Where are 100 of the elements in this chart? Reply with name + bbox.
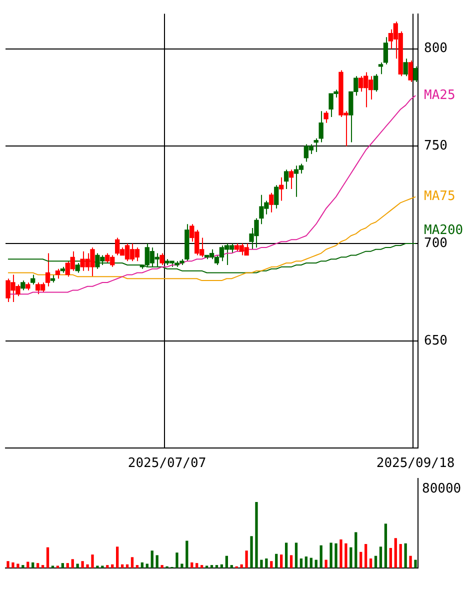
candlestick: [373, 74, 378, 92]
series-label: MA25: [424, 88, 456, 103]
bar: [76, 564, 79, 568]
bar: [245, 550, 248, 568]
bar: [275, 554, 278, 568]
bar: [66, 563, 69, 568]
bar: [350, 547, 352, 568]
candlestick: [20, 280, 26, 291]
bar: [310, 558, 312, 568]
candlestick: [413, 66, 418, 82]
bar: [364, 544, 368, 568]
bar: [180, 564, 184, 568]
bar: [71, 559, 74, 568]
bar: [374, 556, 378, 568]
bar: [409, 556, 412, 568]
candlestick: [408, 60, 413, 82]
bar: [290, 555, 293, 568]
bar: [106, 565, 109, 568]
bar: [225, 556, 228, 568]
candlestick: [274, 184, 279, 210]
bar: [389, 548, 392, 568]
bar: [160, 565, 164, 568]
bar: [200, 565, 204, 568]
bar: [324, 560, 328, 568]
bar: [136, 565, 139, 568]
bar: [300, 558, 303, 568]
bar: [215, 565, 218, 568]
bar: [196, 563, 198, 568]
y-tick-label: 700: [424, 236, 448, 251]
bar: [16, 564, 20, 568]
candlestick: [269, 192, 274, 213]
candlestick: [160, 252, 164, 266]
bar: [414, 560, 417, 568]
bar: [354, 532, 358, 568]
bar: [130, 557, 134, 568]
bar: [61, 563, 64, 568]
bar: [116, 546, 119, 568]
candlestick: [284, 169, 289, 190]
bar: [284, 542, 288, 568]
bar: [320, 545, 322, 568]
bar: [334, 543, 338, 568]
bar: [230, 565, 233, 568]
bar: [294, 542, 298, 568]
bar: [156, 555, 158, 568]
bar: [344, 543, 348, 568]
bar: [240, 564, 243, 568]
series-label: MA75: [424, 189, 456, 204]
candlestick: [30, 274, 36, 285]
text: 80000: [422, 481, 462, 496]
bar: [220, 564, 224, 568]
bar: [260, 560, 263, 568]
y-tick-label: 750: [424, 138, 448, 154]
x-tick-label: 2025/09/18: [376, 456, 455, 472]
series-label: MA200: [424, 222, 464, 238]
candlestick: [403, 58, 408, 77]
bar: [360, 552, 362, 568]
bar: [255, 502, 258, 568]
bar: [304, 556, 308, 568]
bar: [394, 538, 397, 568]
bar: [379, 546, 382, 568]
bar: [146, 564, 148, 568]
bar: [126, 564, 129, 568]
candlestick: [318, 110, 324, 143]
bar: [41, 565, 44, 568]
bar: [36, 563, 40, 568]
bar: [330, 542, 332, 568]
bar: [369, 558, 372, 568]
bar: [280, 554, 283, 568]
bar: [86, 564, 89, 568]
bar: [120, 564, 124, 568]
bar: [190, 562, 194, 568]
bar: [91, 554, 94, 568]
bar: [46, 547, 50, 568]
bar: [250, 536, 253, 568]
bar: [22, 565, 24, 568]
bar: [32, 562, 34, 568]
bar: [384, 524, 388, 568]
bar: [265, 558, 268, 568]
y-tick-label: 800: [424, 41, 448, 56]
bar: [26, 562, 30, 568]
bar: [6, 561, 10, 568]
bar: [314, 560, 318, 568]
bar: [340, 539, 342, 568]
bar: [150, 550, 154, 568]
bar: [210, 565, 214, 568]
candlestick: [324, 110, 328, 124]
bar: [111, 564, 114, 568]
bar: [12, 562, 14, 568]
bar: [140, 562, 144, 568]
candlestick: [55, 268, 60, 280]
x-tick-label: 2025/07/07: [128, 456, 206, 472]
bar: [176, 552, 178, 568]
bar: [399, 544, 402, 568]
candlestick: [279, 176, 284, 202]
bar: [186, 540, 188, 568]
bar: [81, 561, 84, 568]
bar: [270, 561, 273, 568]
y-tick-label: 650: [424, 333, 448, 348]
bar: [404, 543, 407, 568]
candlestick: [314, 138, 318, 153]
